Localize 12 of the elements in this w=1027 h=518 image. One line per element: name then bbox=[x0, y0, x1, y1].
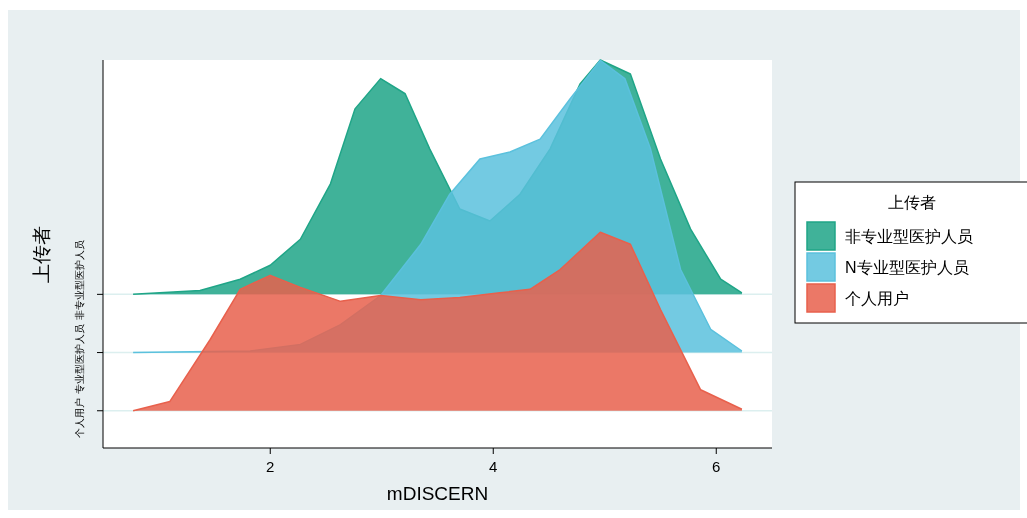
x-tick-label: 4 bbox=[489, 458, 498, 475]
legend-title: 上传者 bbox=[887, 194, 936, 211]
legend-label: N专业型医护人员 bbox=[845, 259, 969, 276]
ref-line-label: 专业型医护人员 bbox=[74, 324, 85, 395]
x-axis-title: mDISCERN bbox=[386, 483, 489, 504]
ref-line-label: 非专业型医护人员 bbox=[74, 240, 85, 321]
x-tick-label: 6 bbox=[712, 458, 721, 475]
ref-line-label: 个人用户 bbox=[74, 398, 85, 439]
legend-label: 个人用户 bbox=[845, 290, 909, 307]
y-axis-title: 上传者 bbox=[31, 225, 52, 283]
legend-label: 非专业型医护人员 bbox=[845, 228, 973, 245]
x-tick-label: 2 bbox=[266, 458, 275, 475]
